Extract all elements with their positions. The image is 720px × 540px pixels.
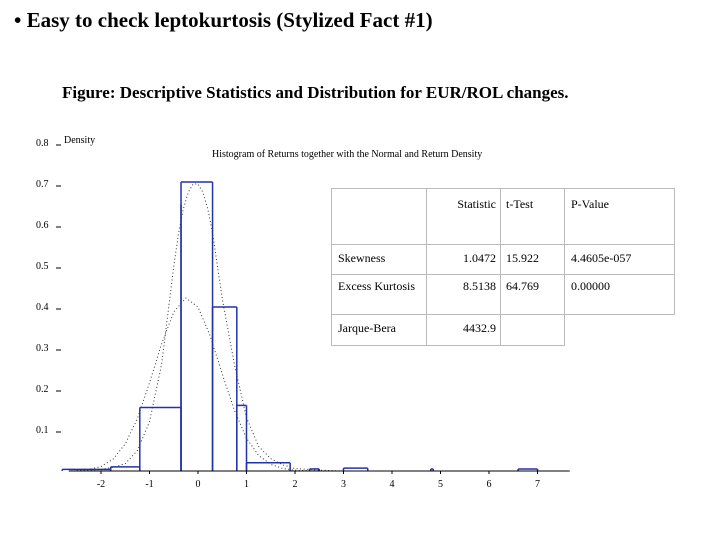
x-tick-label: -2 [97,479,105,490]
histogram-bar [211,306,238,471]
cell-ttest: 15.922 [500,244,565,275]
x-tick-label: 2 [293,479,298,490]
cell-statistic: 8.5138 [426,274,501,315]
table-row: Jarque-Bera 4432.9 [331,314,675,346]
cell-pvalue: 0.00000 [564,274,675,315]
y-tick-label: 0.2 [36,384,49,395]
cell-statistic: 4432.9 [426,314,501,346]
y-tick-label: 0.3 [36,343,49,354]
row-label-excess-kurtosis: Excess Kurtosis [331,274,427,315]
table-header-row: Statistic t-Test P-Value [331,188,675,245]
y-tick-label: 0.1 [36,425,49,436]
density-curves [76,183,344,472]
x-tick-label: -1 [145,479,153,490]
x-tick-label: 1 [244,479,249,490]
histogram-bar [180,181,214,471]
normal-density-curve [76,297,344,472]
row-label-skewness: Skewness [331,244,427,275]
y-axis-label: Density [64,135,95,146]
y-tick-label: 0.6 [36,220,49,231]
histogram-bar [109,466,141,471]
histogram-bars [61,181,539,471]
x-tick-label: 7 [535,479,540,490]
chart-title: Histogram of Returns together with the N… [212,149,482,160]
figure-caption: Figure: Descriptive Statistics and Distr… [62,83,569,102]
table-row: Skewness 1.0472 15.922 4.4605e-057 [331,244,675,275]
x-tick-label: 4 [390,479,395,490]
x-tick-label: 3 [341,479,346,490]
row-label-jarque-bera: Jarque-Bera [331,314,427,346]
x-axis: -2 -1 0 1 2 3 4 5 6 7 [68,470,570,490]
return-density-curve [76,183,344,472]
x-tick-label: 5 [438,479,443,490]
y-tick-label: 0.8 [36,138,49,149]
histogram-bar [245,462,291,471]
header-cell-statistic: Statistic [426,188,501,245]
cell-ttest-empty [500,314,565,346]
histogram-bar [236,404,248,471]
header-cell-empty [331,188,427,245]
cell-ttest: 64.769 [500,274,565,315]
statistics-table: Statistic t-Test P-Value Skewness 1.0472… [331,188,675,346]
x-tick-label: 6 [487,479,492,490]
x-tick-label: 0 [196,479,201,490]
y-tick-label: 0.5 [36,261,49,272]
cell-pvalue: 4.4605e-057 [564,244,675,275]
header-cell-pvalue: P-Value [564,188,675,245]
histogram-bar [139,406,182,471]
y-tick-label: 0.4 [36,302,49,313]
cell-pvalue-empty [565,315,675,346]
y-tick-marks: 0.1 0.2 0.3 0.4 0.5 0.6 0.7 0.8 [36,138,61,436]
y-tick-label: 0.7 [36,179,49,190]
table-row: Excess Kurtosis 8.5138 64.769 0.00000 [331,274,675,315]
cell-statistic: 1.0472 [426,244,501,275]
header-cell-ttest: t-Test [500,188,565,245]
slide-title: • Easy to check leptokurtosis (Stylized … [14,8,433,32]
